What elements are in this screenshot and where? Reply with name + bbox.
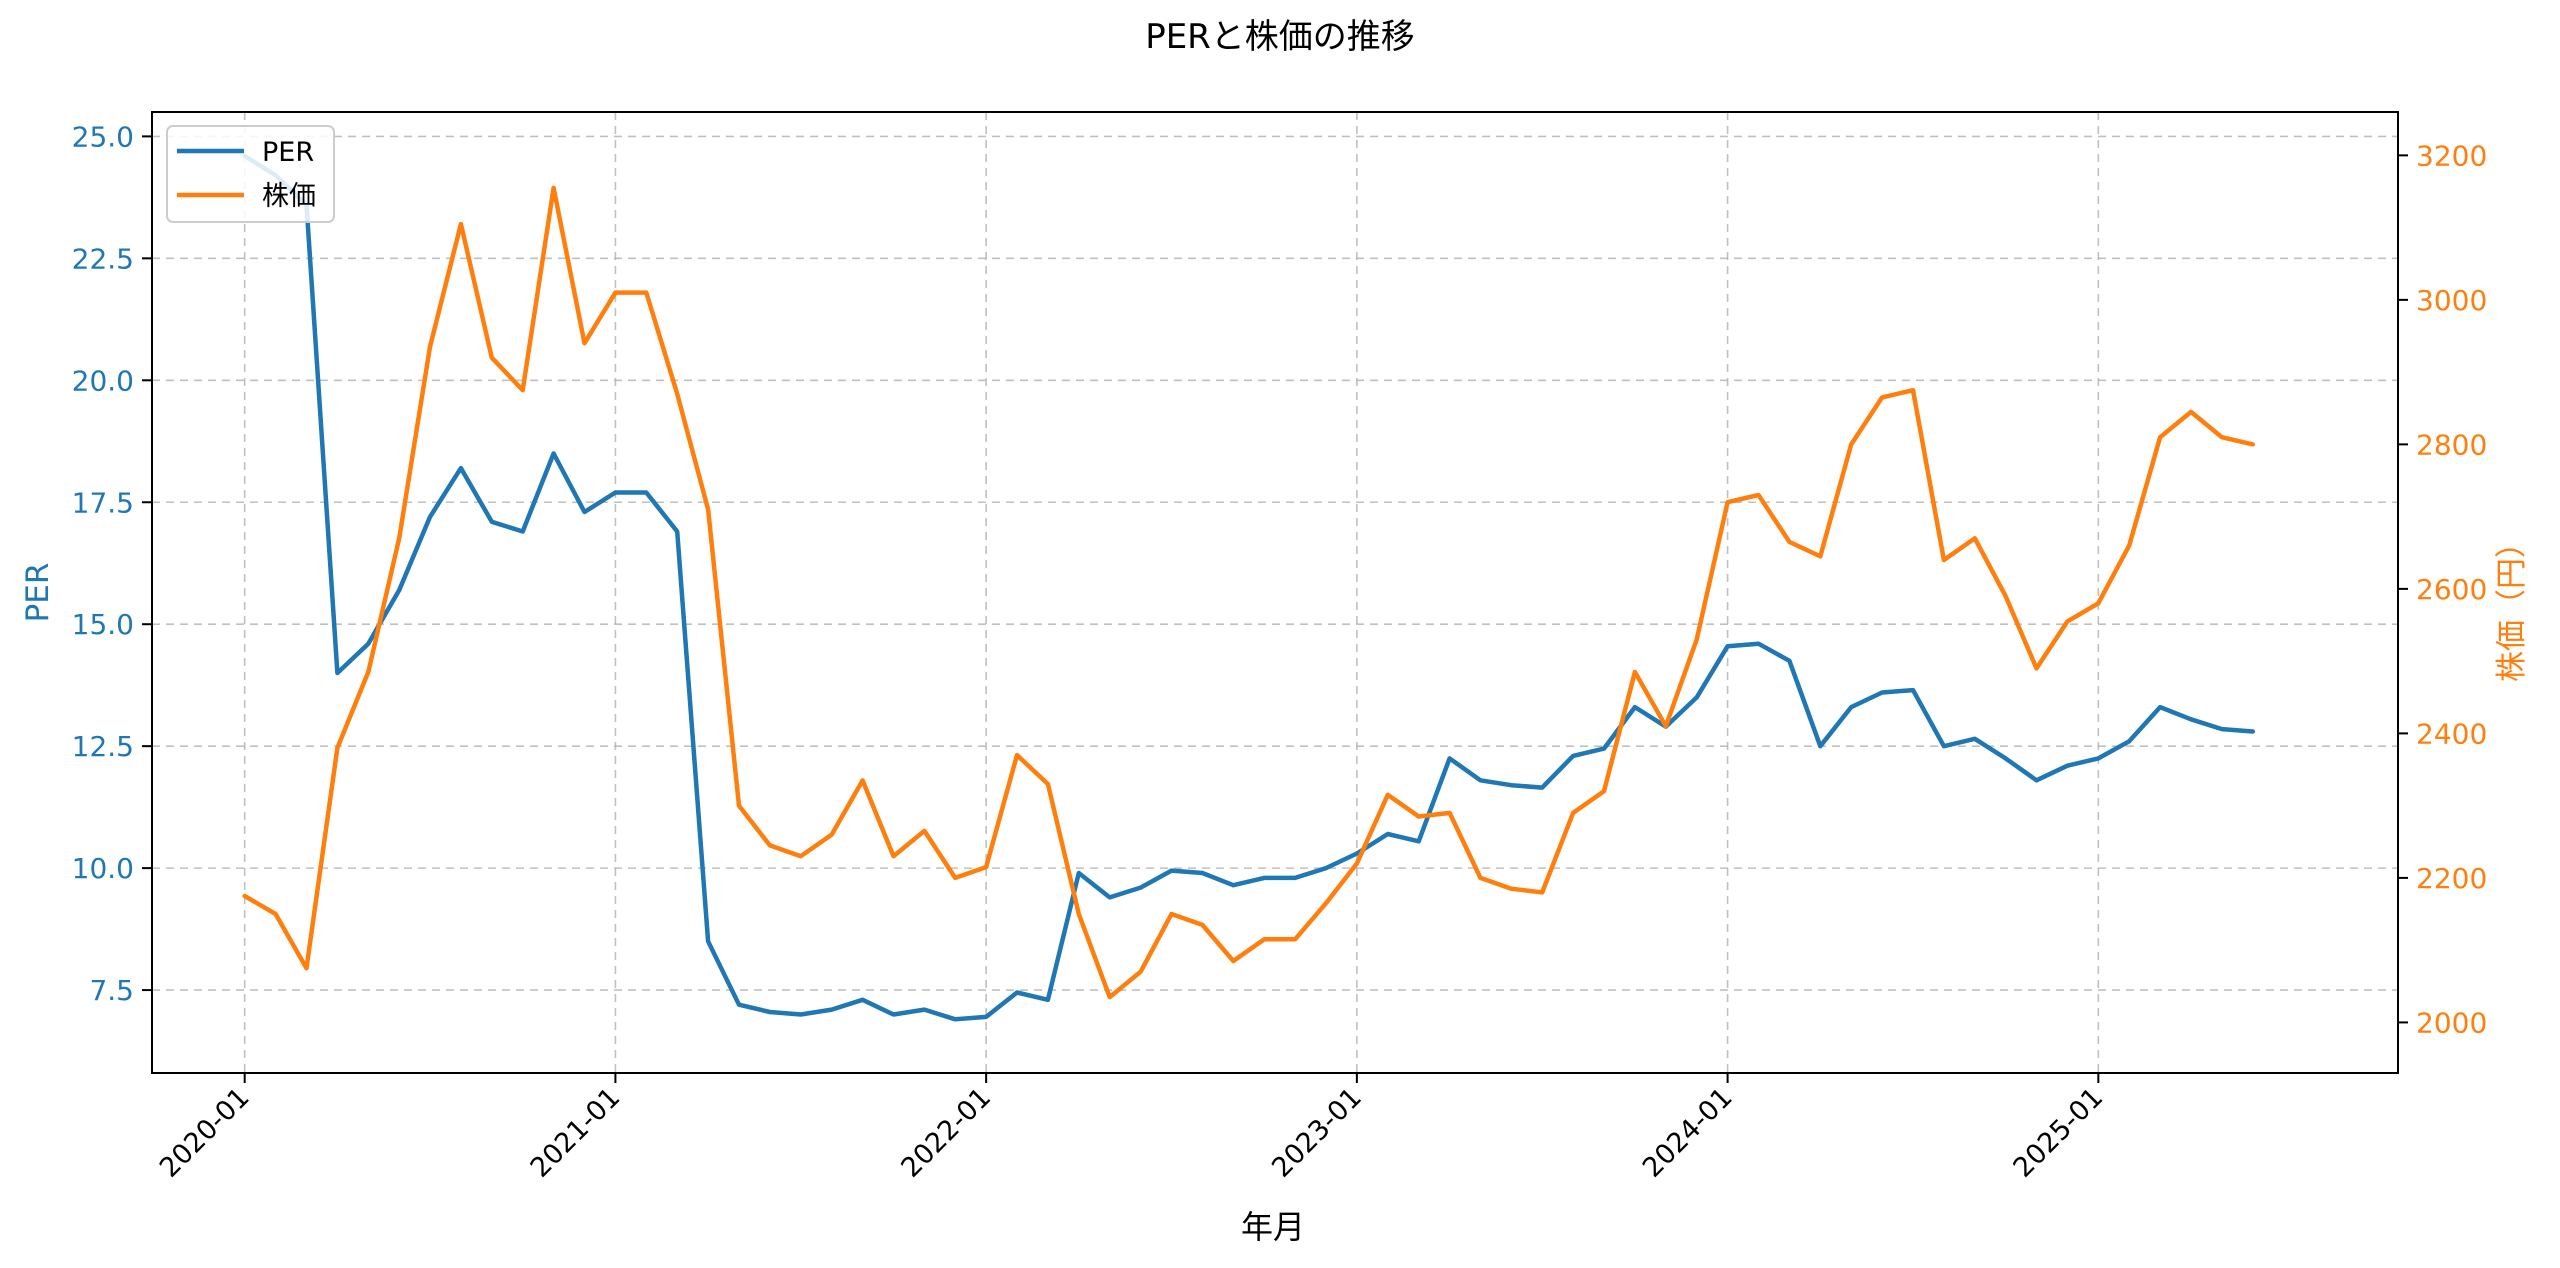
legend: PER 株価 bbox=[166, 125, 335, 223]
y-axis-left-label: PER bbox=[20, 563, 56, 623]
y-right-tick-label: 2000 bbox=[2416, 1006, 2487, 1039]
y-axis-right-label: 株価（円） bbox=[2494, 527, 2530, 682]
y-left-tick-label: 10.0 bbox=[72, 852, 134, 885]
y-left-tick-label: 7.5 bbox=[89, 974, 134, 1007]
y-axis-right: 2000 2200 2400 2600 2800 3000 3200 bbox=[2398, 139, 2487, 1039]
series-price-line bbox=[242, 185, 2256, 1000]
y-right-tick-label: 3000 bbox=[2416, 284, 2487, 317]
series-layer bbox=[242, 153, 2256, 1022]
x-axis-label: 年月 bbox=[1241, 1208, 1305, 1246]
x-tick-label: 2020-01 bbox=[154, 1082, 256, 1184]
x-axis: 2020-01 2021-01 2022-01 2023-01 2024-01 2025-… bbox=[154, 1073, 2109, 1184]
legend-price-label: 株価 bbox=[262, 181, 316, 212]
x-tick-label: 2022-01 bbox=[895, 1082, 997, 1184]
y-left-tick-label: 12.5 bbox=[72, 730, 134, 763]
grid-layer bbox=[152, 112, 2398, 1073]
y-right-tick-label: 2200 bbox=[2416, 862, 2487, 895]
y-left-tick-label: 25.0 bbox=[72, 120, 134, 153]
y-right-tick-label: 2800 bbox=[2416, 428, 2487, 461]
legend-per-label: PER bbox=[262, 137, 314, 168]
y-left-tick-label: 15.0 bbox=[72, 608, 134, 641]
y-left-tick-label: 22.5 bbox=[72, 242, 134, 275]
series-per-line bbox=[242, 153, 2256, 1022]
y-right-tick-label: 3200 bbox=[2416, 139, 2487, 172]
y-right-tick-label: 2400 bbox=[2416, 717, 2487, 750]
x-tick-label: 2024-01 bbox=[1637, 1082, 1739, 1184]
y-left-tick-label: 17.5 bbox=[72, 486, 134, 519]
x-tick-label: 2025-01 bbox=[2008, 1082, 2110, 1184]
plot-frame bbox=[151, 111, 2399, 1074]
y-axis-left: 7.5 10.0 12.5 15.0 17.5 20.0 22.5 25.0 bbox=[72, 120, 152, 1007]
y-right-tick-label: 2600 bbox=[2416, 573, 2487, 606]
y-left-tick-label: 20.0 bbox=[72, 364, 134, 397]
x-tick-label: 2023-01 bbox=[1266, 1082, 1368, 1184]
chart-title: PERと株価の推移 bbox=[1145, 17, 1415, 57]
x-tick-label: 2021-01 bbox=[525, 1082, 627, 1184]
